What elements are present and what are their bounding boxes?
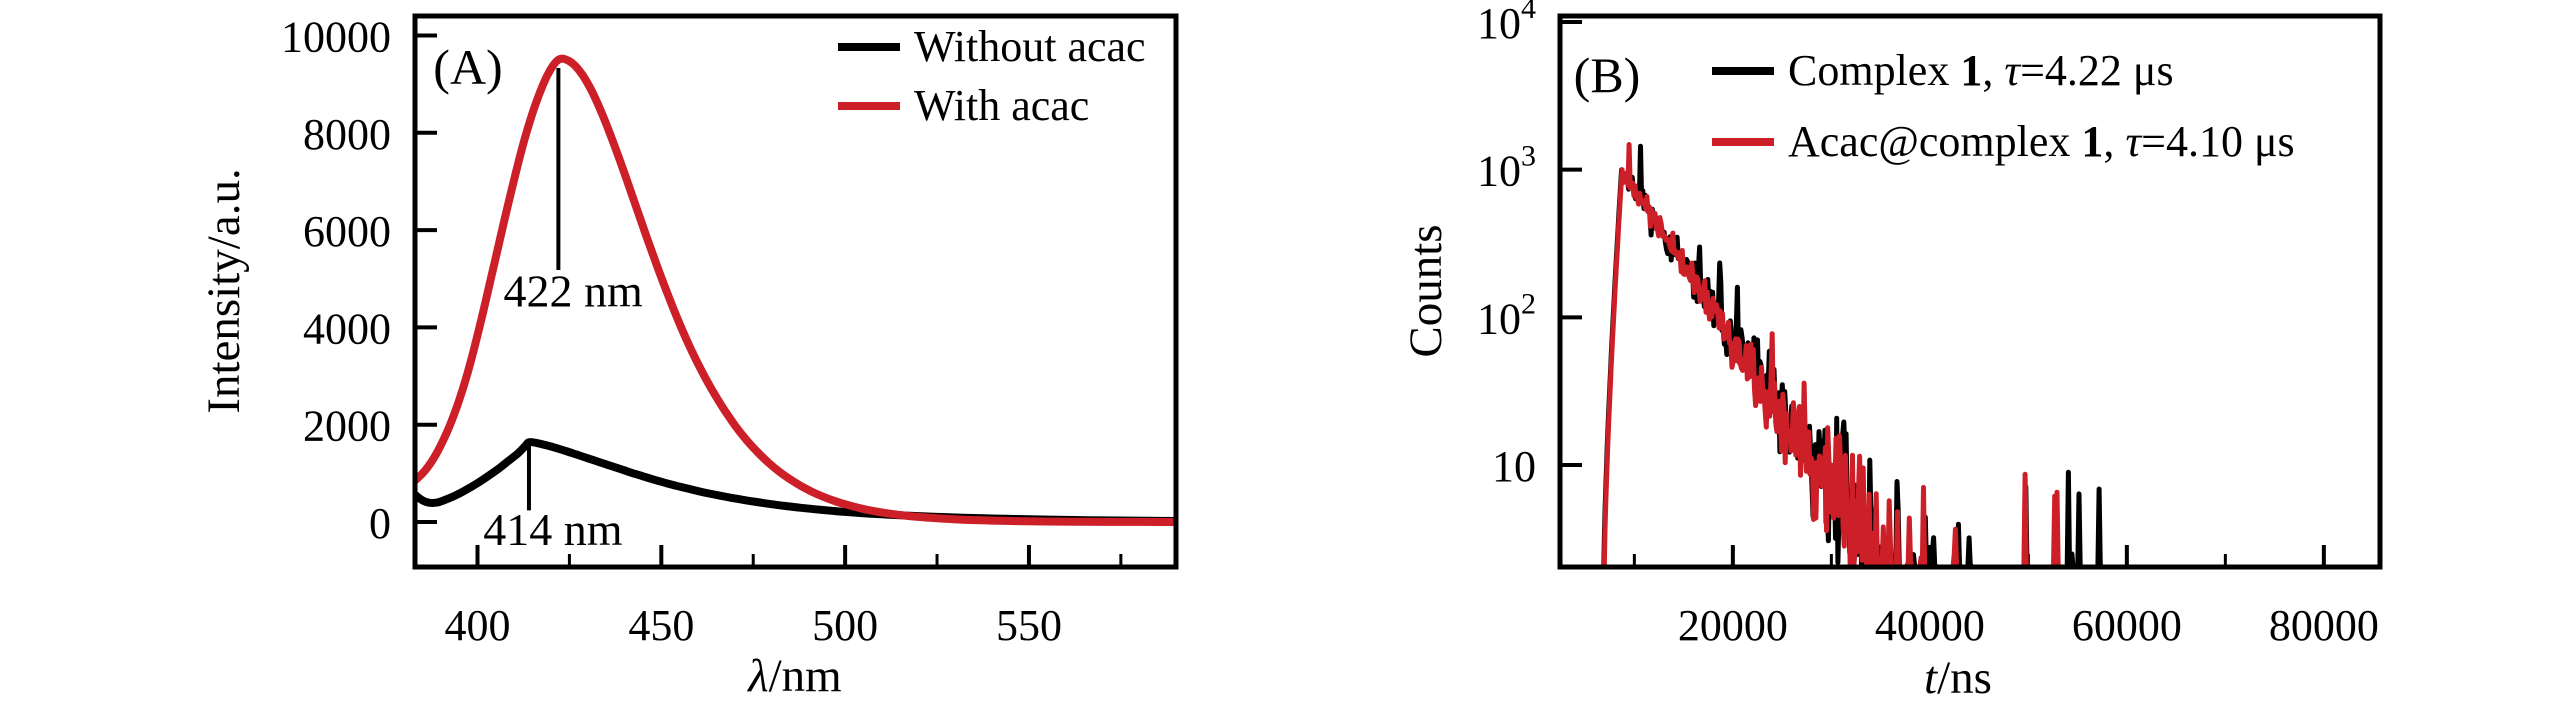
peak-annotation-label: 422 nm — [503, 265, 643, 316]
legend-line-black — [1712, 67, 1774, 76]
panel-b-x-axis-label: t/ns — [1924, 651, 1992, 705]
tau-symbol: τ — [2004, 46, 2021, 95]
y-tick-label: 104 — [1477, 0, 1536, 48]
series-group — [1601, 142, 2103, 567]
legend-line-black — [838, 43, 900, 52]
legend-label: With acac — [914, 80, 1090, 130]
x-tick-label: 80000 — [2269, 601, 2379, 650]
y-tick-label: 103 — [1477, 140, 1536, 196]
y-tick-label: 10 — [1492, 442, 1536, 491]
x-tick-label: 20000 — [1678, 601, 1788, 650]
series-curve — [415, 54, 1176, 526]
time-symbol: t — [1924, 652, 1938, 704]
series-group — [415, 54, 1176, 526]
panel-a-label: (A) — [433, 39, 503, 95]
panel-b-y-axis-label: Counts — [1400, 224, 1452, 358]
legend-label: Acac@complex 1, τ=4.10 μs — [1788, 116, 2295, 166]
x-tick-label: 400 — [444, 601, 510, 650]
panel-a-y-axis-label: Intensity/a.u. — [198, 168, 250, 414]
legend-line-red — [838, 101, 900, 110]
panel-b-x-axis-unit: /ns — [1937, 652, 1992, 704]
legend-item-with-acac: With acac — [838, 81, 1146, 132]
panel-a-x-axis-unit: /nm — [768, 650, 842, 702]
y-tick-label: 0 — [369, 499, 391, 548]
panel-b-legend: Complex 1, τ=4.22 μs Acac@complex 1, τ=4… — [1712, 46, 2295, 167]
legend-item-without-acac: Without acac — [838, 22, 1146, 73]
y-tick-label: 6000 — [303, 207, 391, 256]
lambda-symbol: λ — [748, 650, 769, 702]
tau-symbol: τ — [2125, 116, 2142, 166]
y-tick-label: 10000 — [281, 12, 391, 61]
x-tick-label: 500 — [812, 601, 878, 650]
x-tick-label: 40000 — [1875, 601, 1985, 650]
legend-label: Without acac — [914, 22, 1146, 71]
peak-annotation-label: 414 nm — [483, 504, 623, 555]
y-tick-label: 2000 — [303, 402, 391, 451]
x-tick-label: 450 — [628, 601, 694, 650]
panel-b-label: (B) — [1573, 47, 1641, 103]
legend-line-red — [1712, 137, 1774, 146]
y-tick-label: 4000 — [303, 304, 391, 353]
panel-a-plot: 400 450 500 550 0 2000 4000 6000 8000 10000 422 nm… — [281, 12, 1179, 650]
legend-item-acac-complex-1: Acac@complex 1, τ=4.10 μs — [1712, 117, 2295, 168]
legend-item-complex-1: Complex 1, τ=4.22 μs — [1712, 46, 2295, 97]
plot-frame — [1557, 13, 2383, 570]
legend-label: Complex 1, τ=4.22 μs — [1788, 46, 2174, 95]
x-tick-label: 550 — [996, 601, 1062, 650]
decay-curve — [1601, 142, 2061, 567]
panel-a-x-axis-label: λ/nm — [748, 649, 841, 703]
panel-a-legend: Without acac With acac — [838, 22, 1146, 131]
plot-frame — [412, 13, 1179, 570]
x-tick-label: 60000 — [2072, 601, 2182, 650]
y-tick-label: 102 — [1477, 287, 1536, 343]
y-tick-label: 8000 — [303, 110, 391, 159]
